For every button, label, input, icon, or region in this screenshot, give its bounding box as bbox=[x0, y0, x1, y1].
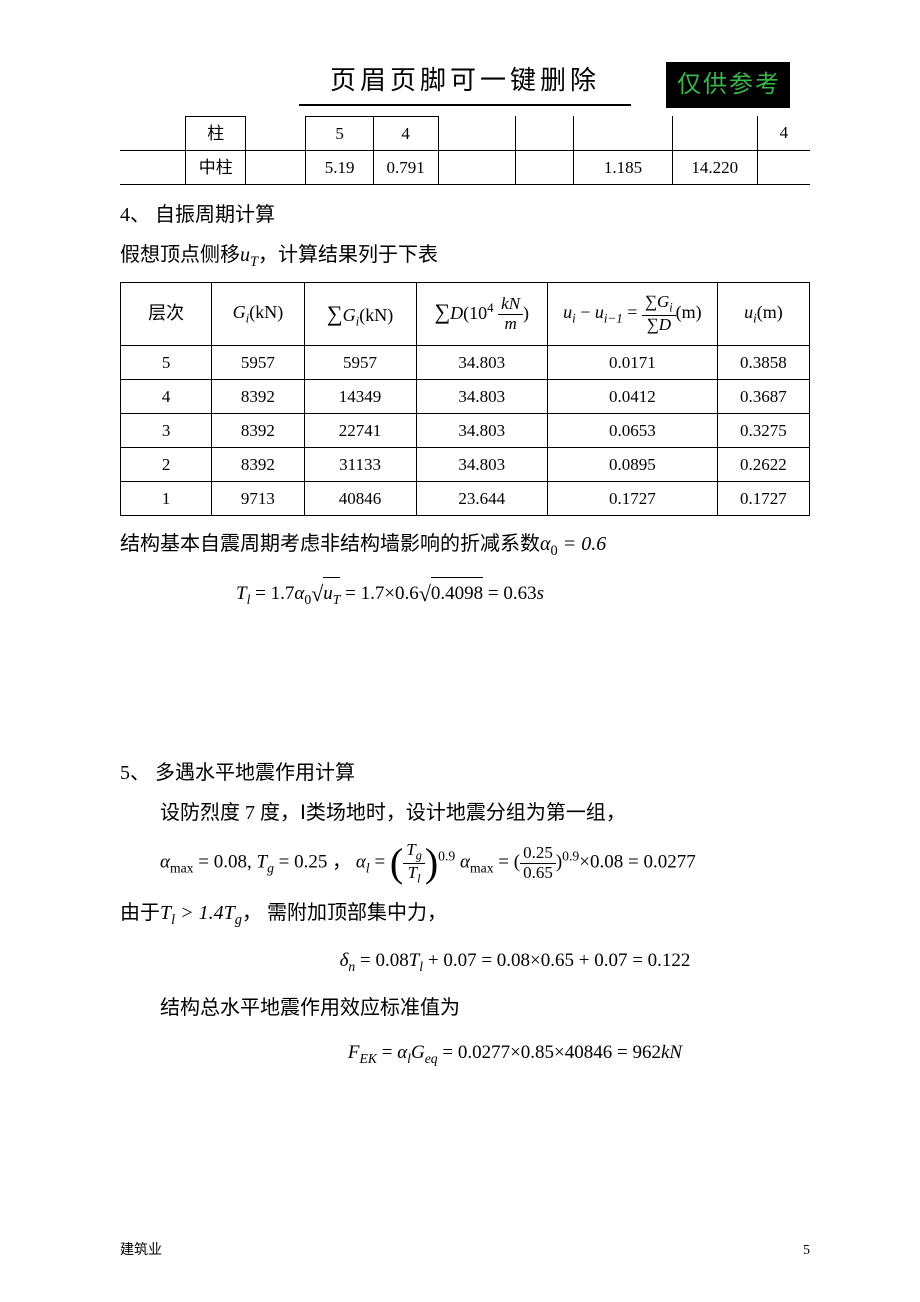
delta-formula: δn = 0.08Tl + 0.07 = 0.08×0.65 + 0.07 = … bbox=[120, 946, 810, 978]
cell bbox=[515, 116, 574, 150]
cell: 5.19 bbox=[306, 150, 373, 184]
cell bbox=[757, 150, 810, 184]
table-row: 柱 5 4 4 bbox=[120, 116, 810, 150]
since-line: 由于Tl > 1.4Tg， 需附加顶部集中力， bbox=[120, 897, 810, 932]
cell: 14.220 bbox=[672, 150, 757, 184]
cell bbox=[672, 116, 757, 150]
header-underline bbox=[299, 104, 631, 106]
alpha: α bbox=[540, 533, 551, 555]
table-row: 55957595734.8030.01710.3858 bbox=[121, 345, 810, 379]
cell bbox=[574, 116, 672, 150]
table-row: 483921434934.8030.04120.3687 bbox=[121, 379, 810, 413]
sub-t: T bbox=[250, 254, 258, 270]
var-u: u bbox=[240, 244, 250, 266]
header-text: 页眉页脚可一键删除 bbox=[330, 60, 600, 102]
table-row: 383922274134.8030.06530.3275 bbox=[121, 413, 810, 447]
cell bbox=[246, 116, 306, 150]
col-floor: 层次 bbox=[121, 283, 212, 346]
period-formula: Tl = 1.7α0√uT = 1.7×0.6√0.4098 = 0.63s bbox=[120, 576, 810, 611]
cell bbox=[246, 150, 306, 184]
total-effect-line: 结构总水平地震作用效应标准值为 bbox=[120, 992, 810, 1024]
table-row: 197134084623.6440.17270.1727 bbox=[121, 482, 810, 516]
col-delta-u: ui − ui−1 = ∑Gi ∑D (m) bbox=[547, 283, 717, 346]
col-ui: ui(m) bbox=[717, 283, 809, 346]
cell: 1.185 bbox=[574, 150, 672, 184]
cell: 柱 bbox=[186, 116, 246, 150]
cell bbox=[438, 150, 515, 184]
cell: 0.791 bbox=[373, 150, 438, 184]
cell: 4 bbox=[757, 116, 810, 150]
page: 页眉页脚可一键删除 仅供参考 柱 5 4 4 中柱 5.19 0.791 1.1… bbox=[0, 0, 920, 1302]
col-sum-gi: ∑Gi(kN) bbox=[304, 283, 416, 346]
text: 假想顶点侧移 bbox=[120, 244, 240, 266]
cell: 中柱 bbox=[186, 150, 246, 184]
table-header-row: 层次 Gi(kN) ∑Gi(kN) ∑D(104 kNm) ui − ui−1 … bbox=[121, 283, 810, 346]
displacement-table: 层次 Gi(kN) ∑Gi(kN) ∑D(104 kNm) ui − ui−1 … bbox=[120, 282, 810, 516]
cell bbox=[438, 116, 515, 150]
footer-page-number: 5 bbox=[803, 1240, 810, 1262]
table-row: 283923113334.8030.08950.2622 bbox=[121, 448, 810, 482]
reference-stamp: 仅供参考 bbox=[668, 62, 790, 108]
text: ，计算结果列于下表 bbox=[258, 244, 438, 266]
col-sum-d: ∑D(104 kNm) bbox=[416, 283, 547, 346]
cell bbox=[515, 150, 574, 184]
fek-formula: FEK = αlGeq = 0.0277×0.85×40846 = 962kN bbox=[120, 1038, 810, 1070]
sub-0: 0 bbox=[551, 543, 558, 559]
section-4-title: 4、 自振周期计算 bbox=[120, 199, 810, 231]
text: 结构基本自震周期考虑非结构墙影响的折减系数 bbox=[120, 533, 540, 555]
table-row: 中柱 5.19 0.791 1.185 14.220 bbox=[120, 150, 810, 184]
design-line: 设防烈度 7 度，Ⅰ类场地时，设计地震分组为第一组， bbox=[120, 797, 810, 829]
cell bbox=[120, 150, 186, 184]
page-footer: 建筑业 5 bbox=[120, 1240, 810, 1262]
cell bbox=[120, 116, 186, 150]
cell: 4 bbox=[373, 116, 438, 150]
assumed-displacement-intro: 假想顶点侧移uT，计算结果列于下表 bbox=[120, 239, 810, 274]
value: = 0.6 bbox=[558, 533, 607, 555]
alpha-formula: αmax = 0.08, Tg = 0.25 ， αl = (TgTl)0.9 … bbox=[120, 841, 810, 886]
footer-left: 建筑业 bbox=[120, 1240, 162, 1262]
reduction-factor-line: 结构基本自震周期考虑非结构墙影响的折减系数α0 = 0.6 bbox=[120, 528, 810, 563]
section-5-title: 5、 多遇水平地震作用计算 bbox=[120, 757, 810, 789]
col-gi: Gi(kN) bbox=[212, 283, 304, 346]
cell: 5 bbox=[306, 116, 373, 150]
spacer bbox=[120, 623, 810, 743]
fragment-table: 柱 5 4 4 中柱 5.19 0.791 1.185 14.220 bbox=[120, 116, 810, 185]
